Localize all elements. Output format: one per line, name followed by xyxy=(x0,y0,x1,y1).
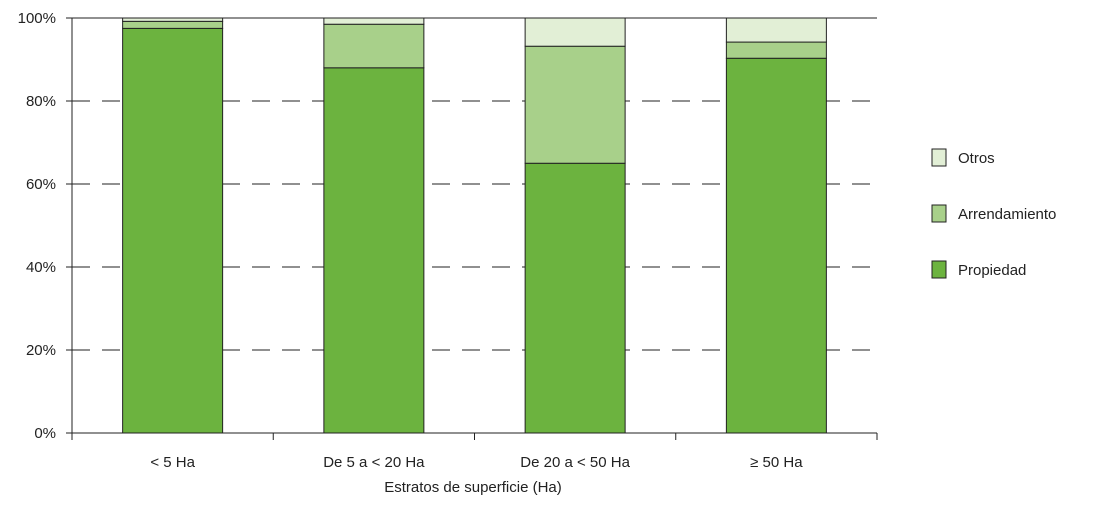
x-tick-label: < 5 Ha xyxy=(150,454,195,471)
legend-swatch xyxy=(931,148,947,167)
bar-segment xyxy=(725,57,827,434)
bar-segment xyxy=(323,17,425,25)
y-tick-label: 60% xyxy=(26,176,56,193)
x-tick-label: ≥ 50 Ha xyxy=(750,454,803,471)
bar-segment xyxy=(122,20,224,29)
legend-label: Arrendamiento xyxy=(958,206,1056,223)
bar-segment xyxy=(725,41,827,59)
bar-segment xyxy=(323,67,425,434)
bar-segment xyxy=(524,162,626,434)
y-tick-label: 40% xyxy=(26,259,56,276)
bars xyxy=(122,17,827,434)
bar-segment xyxy=(323,23,425,69)
y-tick-label: 0% xyxy=(34,425,56,442)
legend: Otros Arrendamiento Propiedad xyxy=(931,148,1056,279)
labels: 0% 20% 40% 60% 80% 100% < 5 Ha De 5 a < 20 Ha De… xyxy=(18,10,804,471)
bar-segment xyxy=(725,17,827,43)
legend-swatch xyxy=(931,260,947,279)
bar-segment xyxy=(122,17,224,22)
legend-label: Propiedad xyxy=(958,262,1026,279)
x-axis-title: Estratos de superficie (Ha) xyxy=(384,479,562,496)
legend-swatch xyxy=(931,204,947,223)
y-tick-label: 80% xyxy=(26,93,56,110)
bar-segment xyxy=(122,27,224,434)
y-tick-label: 100% xyxy=(18,10,56,27)
bar-segment xyxy=(524,45,626,164)
bar-segment xyxy=(524,17,626,47)
axes xyxy=(66,17,878,440)
y-tick-label: 20% xyxy=(26,342,56,359)
x-tick-label: De 5 a < 20 Ha xyxy=(323,454,425,471)
x-tick-label: De 20 a < 50 Ha xyxy=(520,454,630,471)
legend-label: Otros xyxy=(958,150,995,167)
